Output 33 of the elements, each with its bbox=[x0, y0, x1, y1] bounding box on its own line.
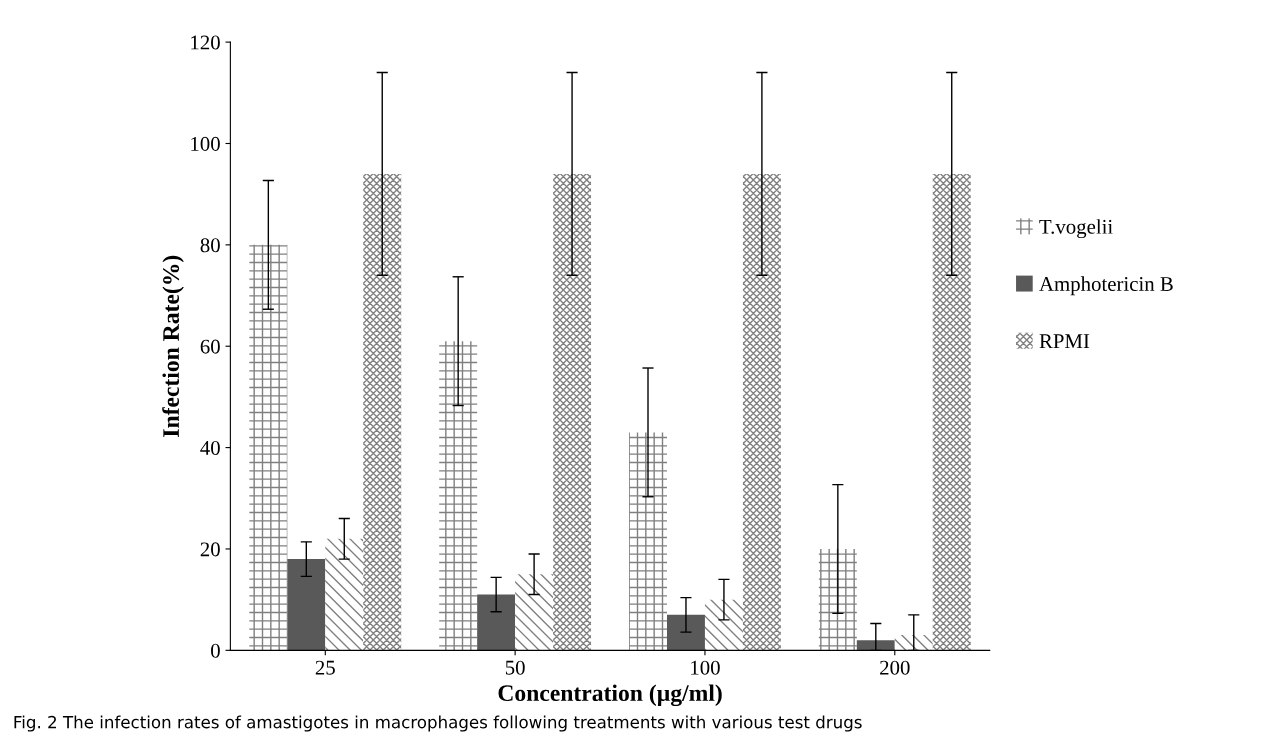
bar bbox=[818, 548, 857, 651]
legend-label: RPMI bbox=[1039, 334, 1090, 348]
legend-label: T.vogelii bbox=[1039, 219, 1113, 239]
bar bbox=[439, 341, 478, 651]
x-tick-label: 200 bbox=[880, 660, 910, 675]
legend-label: Amphotericin B bbox=[1039, 276, 1173, 296]
bar bbox=[363, 173, 402, 651]
y-tick-label: 60 bbox=[200, 339, 220, 354]
y-tick-label: 0 bbox=[211, 643, 220, 658]
y-axis-title: Infection Rate(%) bbox=[162, 255, 184, 437]
bar bbox=[742, 173, 781, 651]
x-tick-label: 100 bbox=[691, 660, 720, 675]
bar bbox=[932, 173, 971, 651]
y-tick-label: 120 bbox=[191, 35, 220, 50]
x-tick-label: 25 bbox=[315, 660, 335, 675]
y-tick-label: 20 bbox=[200, 542, 220, 557]
bar bbox=[553, 173, 592, 651]
bar bbox=[856, 640, 895, 651]
y-tick-label: 80 bbox=[200, 238, 220, 253]
bar bbox=[666, 614, 705, 651]
bar bbox=[515, 574, 554, 651]
bar bbox=[894, 635, 933, 651]
y-tick-label: 100 bbox=[191, 136, 220, 151]
bar bbox=[287, 559, 326, 651]
x-tick-label: 50 bbox=[505, 660, 525, 675]
bar bbox=[325, 538, 364, 651]
bar bbox=[629, 432, 667, 651]
bar bbox=[249, 244, 288, 651]
bar bbox=[704, 599, 743, 651]
caption: Fig. 2 The infection rates of amastigotes in macrophages following treatments with various test drugs bbox=[14, 715, 862, 732]
y-tick-label: 40 bbox=[200, 440, 220, 456]
x-axis-title: Concentration (µg/ml) bbox=[498, 684, 722, 707]
bar bbox=[477, 594, 516, 651]
